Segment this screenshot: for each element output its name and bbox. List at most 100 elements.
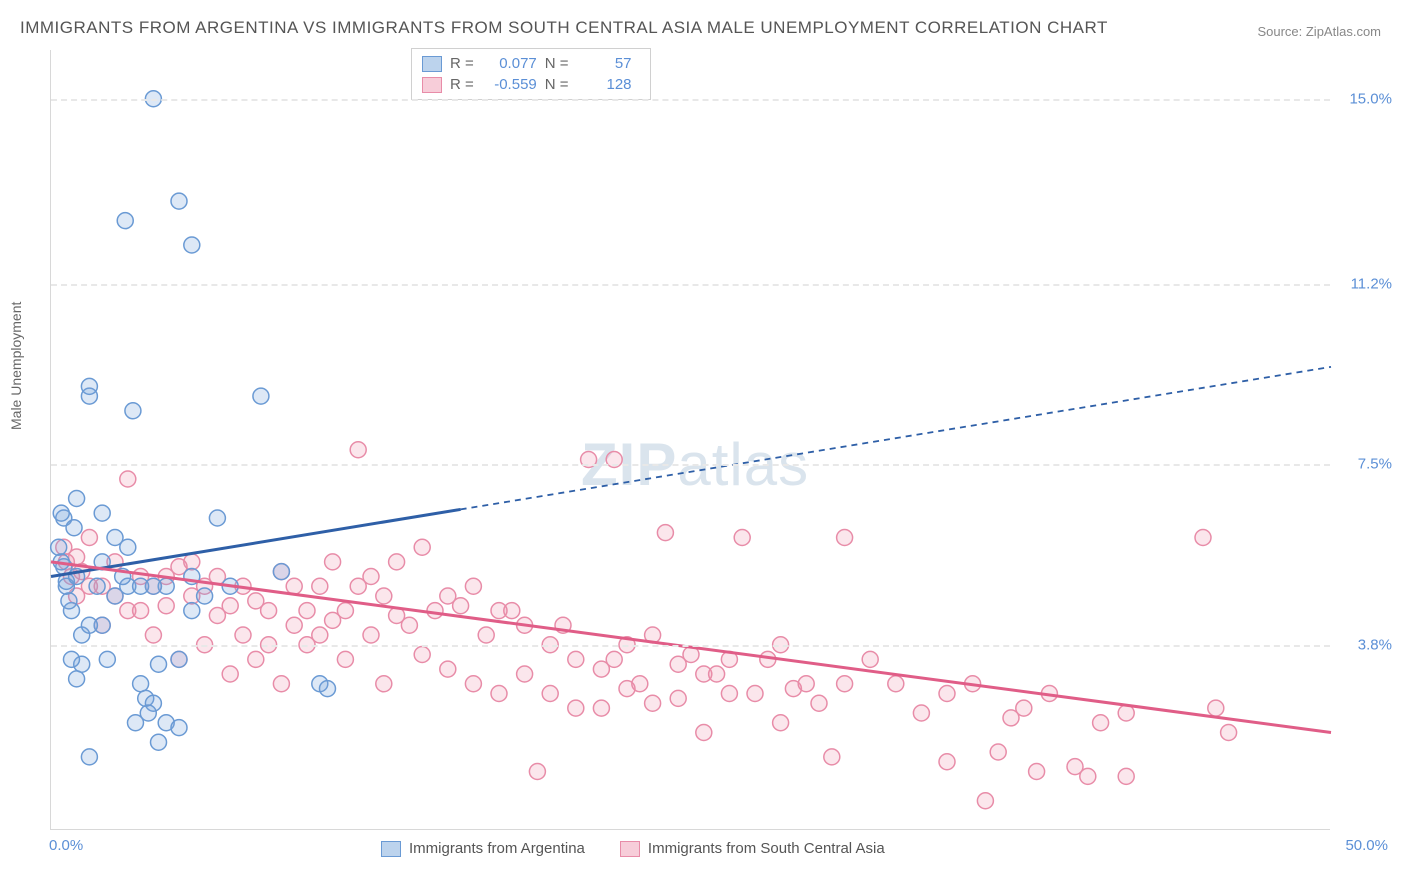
data-point bbox=[197, 588, 213, 604]
data-point bbox=[107, 530, 123, 546]
data-point bbox=[606, 651, 622, 667]
y-tick-label: 11.2% bbox=[1351, 276, 1392, 293]
y-tick-label: 15.0% bbox=[1349, 90, 1392, 107]
data-point bbox=[66, 520, 82, 536]
data-point bbox=[363, 627, 379, 643]
data-point bbox=[798, 676, 814, 692]
y-tick-label: 7.5% bbox=[1358, 456, 1392, 473]
data-point bbox=[171, 720, 187, 736]
data-point bbox=[709, 666, 725, 682]
data-point bbox=[117, 213, 133, 229]
data-point bbox=[670, 690, 686, 706]
data-point bbox=[939, 686, 955, 702]
legend-item-series2: Immigrants from South Central Asia bbox=[620, 840, 885, 857]
data-point bbox=[125, 403, 141, 419]
data-point bbox=[184, 603, 200, 619]
data-point bbox=[440, 661, 456, 677]
data-point bbox=[299, 603, 315, 619]
data-point bbox=[222, 666, 238, 682]
data-point bbox=[209, 510, 225, 526]
gridline bbox=[51, 464, 1330, 466]
data-point bbox=[990, 744, 1006, 760]
gridline bbox=[51, 284, 1330, 286]
data-point bbox=[529, 764, 545, 780]
data-point bbox=[1029, 764, 1045, 780]
data-point bbox=[824, 749, 840, 765]
data-point bbox=[120, 471, 136, 487]
data-point bbox=[184, 554, 200, 570]
data-point bbox=[542, 686, 558, 702]
data-point bbox=[94, 505, 110, 521]
data-point bbox=[273, 676, 289, 692]
data-point bbox=[222, 598, 238, 614]
legend-row-series1: R = 0.077 N = 57 bbox=[422, 53, 632, 74]
data-point bbox=[837, 530, 853, 546]
data-point bbox=[657, 525, 673, 541]
data-point bbox=[734, 530, 750, 546]
data-point bbox=[913, 705, 929, 721]
data-point bbox=[568, 700, 584, 716]
data-point bbox=[465, 578, 481, 594]
data-point bbox=[1195, 530, 1211, 546]
data-point bbox=[61, 593, 77, 609]
data-point bbox=[63, 651, 79, 667]
trend-line-dashed bbox=[461, 367, 1331, 510]
data-point bbox=[1093, 715, 1109, 731]
data-point bbox=[261, 603, 277, 619]
data-point bbox=[363, 569, 379, 585]
y-tick-label: 3.8% bbox=[1358, 636, 1392, 653]
data-point bbox=[235, 627, 251, 643]
swatch-series1-bottom bbox=[381, 841, 401, 857]
data-point bbox=[140, 705, 156, 721]
trend-line-solid bbox=[51, 562, 1331, 733]
data-point bbox=[53, 505, 69, 521]
data-point bbox=[253, 388, 269, 404]
gridline bbox=[51, 645, 1330, 647]
data-point bbox=[517, 666, 533, 682]
data-point bbox=[171, 193, 187, 209]
data-point bbox=[465, 676, 481, 692]
data-point bbox=[1221, 725, 1237, 741]
data-point bbox=[51, 539, 67, 555]
series-legend: Immigrants from Argentina Immigrants fro… bbox=[381, 840, 885, 857]
x-tick-max: 50.0% bbox=[1345, 837, 1388, 854]
data-point bbox=[773, 715, 789, 731]
legend-row-series2: R = -0.559 N = 128 bbox=[422, 74, 632, 95]
data-point bbox=[478, 627, 494, 643]
data-point bbox=[491, 686, 507, 702]
swatch-series2-bottom bbox=[620, 841, 640, 857]
data-point bbox=[977, 793, 993, 809]
data-point bbox=[837, 676, 853, 692]
data-point bbox=[325, 554, 341, 570]
data-point bbox=[151, 656, 167, 672]
data-point bbox=[171, 651, 187, 667]
data-point bbox=[376, 676, 392, 692]
data-point bbox=[389, 554, 405, 570]
correlation-legend: R = 0.077 N = 57 R = -0.559 N = 128 bbox=[411, 48, 651, 100]
data-point bbox=[350, 442, 366, 458]
swatch-series2 bbox=[422, 77, 442, 93]
data-point bbox=[1080, 768, 1096, 784]
data-point bbox=[81, 749, 97, 765]
data-point bbox=[1208, 700, 1224, 716]
data-point bbox=[811, 695, 827, 711]
data-point bbox=[939, 754, 955, 770]
data-point bbox=[286, 617, 302, 633]
data-point bbox=[319, 681, 335, 697]
data-point bbox=[184, 237, 200, 253]
x-tick-min: 0.0% bbox=[49, 837, 83, 854]
data-point bbox=[888, 676, 904, 692]
data-point bbox=[89, 578, 105, 594]
scatter-plot-svg bbox=[51, 50, 1330, 829]
data-point bbox=[81, 530, 97, 546]
data-point bbox=[670, 656, 686, 672]
data-point bbox=[696, 725, 712, 741]
data-point bbox=[151, 734, 167, 750]
source-attribution: Source: ZipAtlas.com bbox=[1257, 24, 1381, 39]
data-point bbox=[273, 564, 289, 580]
data-point bbox=[1118, 768, 1134, 784]
data-point bbox=[337, 651, 353, 667]
data-point bbox=[721, 686, 737, 702]
data-point bbox=[747, 686, 763, 702]
chart-area: ZIPatlas R = 0.077 N = 57 R = -0.559 N =… bbox=[50, 50, 1330, 830]
